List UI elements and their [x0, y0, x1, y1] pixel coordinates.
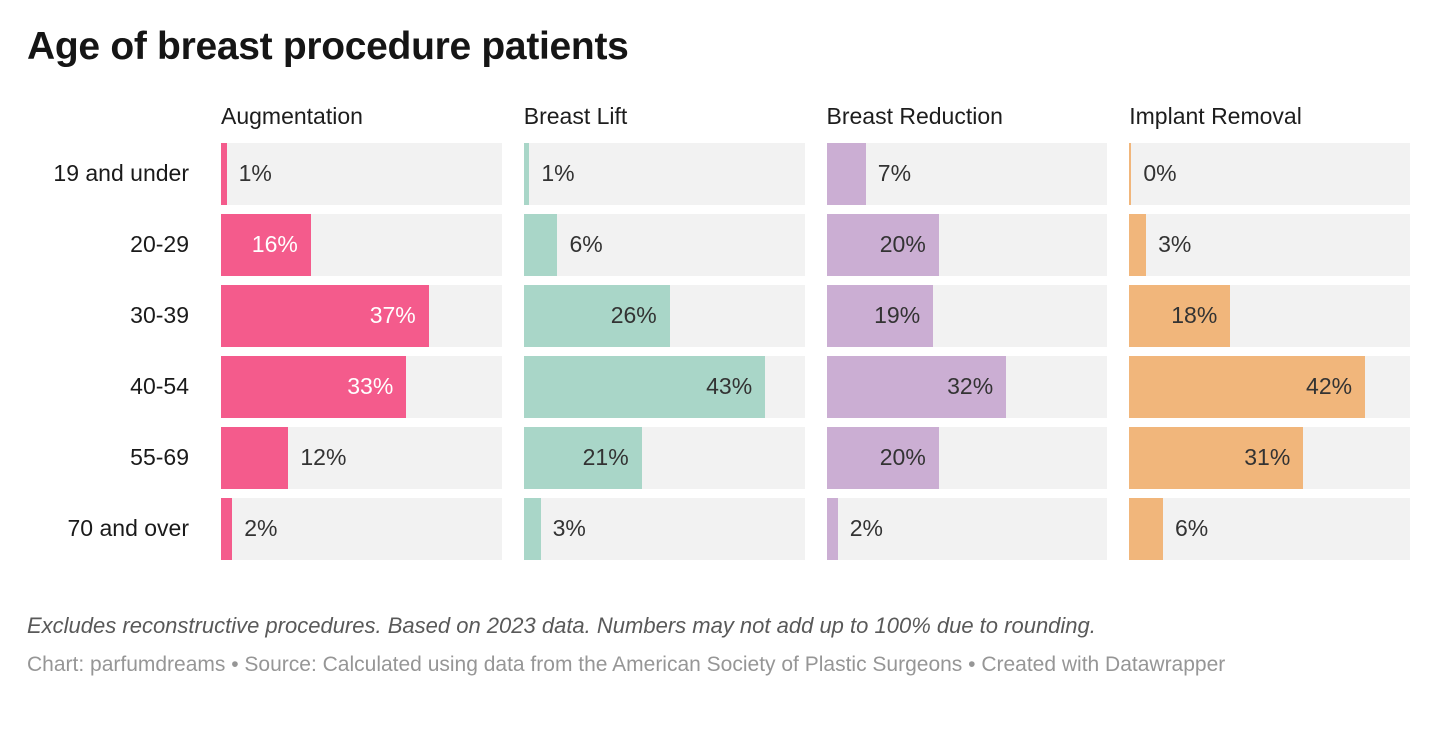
bar-track: 31% — [1129, 426, 1410, 489]
row-label: 19 and under — [53, 160, 189, 187]
bar: 18% — [1129, 284, 1231, 347]
row-label: 55-69 — [130, 444, 189, 471]
bar-value-label: 37% — [369, 302, 416, 329]
bar — [523, 142, 530, 205]
row-label: 40-54 — [130, 373, 189, 400]
bar-value-label: 42% — [1306, 373, 1353, 400]
column-header-breast-reduction: Breast Reduction — [826, 102, 1003, 129]
chart-row: 30-39 37% 26% 19% 18% — [27, 284, 1410, 347]
chart-row: 55-69 12% 21% 20% 31% — [27, 426, 1410, 489]
bar — [1129, 142, 1132, 205]
chart-row: 20-29 16% 6% 20% 3% — [27, 213, 1410, 276]
bar-value-label: 2% — [849, 515, 883, 542]
bar-value-label: 3% — [1158, 231, 1192, 258]
row-label: 70 and over — [67, 515, 189, 542]
bar: 31% — [1129, 426, 1304, 489]
bar — [826, 497, 838, 560]
bar: 19% — [826, 284, 934, 347]
chart-credit: Chart: parfumdreams • Source: Calculated… — [27, 653, 1226, 677]
chart-rows: 19 and under 1% 1% 7% 0% 20-29 16% 6% 20% 3% 30-39… — [27, 142, 1410, 560]
bar-track: 26% — [523, 284, 805, 347]
chart-notes: Excludes reconstructive procedures. Base… — [27, 612, 1096, 638]
chart-footer: Excludes reconstructive procedures. Base… — [27, 612, 1410, 680]
chart-row: 70 and over 2% 3% 2% 6% — [27, 497, 1410, 560]
bar-track: 37% — [221, 284, 502, 347]
bar-track: 2% — [826, 497, 1108, 560]
bar: 42% — [1129, 355, 1366, 418]
bar-track: 21% — [523, 426, 805, 489]
bar-value-label: 26% — [610, 302, 657, 329]
bar-value-label: 1% — [238, 160, 272, 187]
bar: 21% — [523, 426, 642, 489]
bar: 43% — [523, 355, 766, 418]
column-header-implant-removal: Implant Removal — [1129, 102, 1302, 129]
bar — [221, 142, 227, 205]
bar: 16% — [221, 213, 311, 276]
bar-track: 20% — [826, 426, 1108, 489]
bar-track: 2% — [221, 497, 502, 560]
bar: 37% — [221, 284, 429, 347]
bar-track: 1% — [221, 142, 502, 205]
bar — [1129, 213, 1147, 276]
bar-track: 19% — [826, 284, 1108, 347]
bar-value-label: 6% — [569, 231, 603, 258]
bar-value-label: 21% — [582, 444, 629, 471]
bar-value-label: 20% — [879, 444, 926, 471]
bar — [826, 142, 866, 205]
bar-track: 7% — [826, 142, 1108, 205]
bar: 32% — [826, 355, 1007, 418]
bar-track: 20% — [826, 213, 1108, 276]
bar — [523, 497, 541, 560]
bar-value-label: 31% — [1244, 444, 1291, 471]
bar-value-label: 43% — [706, 373, 753, 400]
bar — [523, 213, 558, 276]
bar-track: 1% — [523, 142, 805, 205]
chart-row: 19 and under 1% 1% 7% 0% — [27, 142, 1410, 205]
bar-value-label: 16% — [251, 231, 298, 258]
bar-value-label: 33% — [347, 373, 394, 400]
bar-value-label: 19% — [874, 302, 921, 329]
bar-track: 6% — [1129, 497, 1410, 560]
bar-track: 3% — [1129, 213, 1410, 276]
row-label: 20-29 — [130, 231, 189, 258]
bar: 26% — [523, 284, 670, 347]
bar — [1129, 497, 1163, 560]
bar-value-label: 20% — [879, 231, 926, 258]
bar-track: 0% — [1129, 142, 1410, 205]
bar-track: 33% — [221, 355, 502, 418]
bar-value-label: 0% — [1143, 160, 1177, 187]
bar-track: 32% — [826, 355, 1108, 418]
row-label: 30-39 — [130, 302, 189, 329]
bar-value-label: 3% — [552, 515, 586, 542]
bar-value-label: 7% — [877, 160, 912, 187]
split-bar-chart: Augmentation Breast Lift Breast Reductio… — [27, 101, 1410, 560]
chart-title: Age of breast procedure patients — [27, 25, 629, 68]
bar — [221, 497, 233, 560]
column-headers: Augmentation Breast Lift Breast Reductio… — [27, 101, 1410, 131]
bar-value-label: 32% — [947, 373, 994, 400]
bar-track: 12% — [221, 426, 502, 489]
bar-track: 6% — [523, 213, 805, 276]
bar-value-label: 2% — [244, 515, 278, 542]
header-spacer — [27, 101, 199, 131]
bar-track: 43% — [523, 355, 805, 418]
chart-row: 40-54 33% 43% 32% 42% — [27, 355, 1410, 418]
column-header-augmentation: Augmentation — [221, 102, 363, 129]
bar: 20% — [826, 213, 939, 276]
bar-track: 16% — [221, 213, 502, 276]
bar-value-label: 18% — [1171, 302, 1218, 329]
bar-track: 42% — [1129, 355, 1410, 418]
column-header-breast-lift: Breast Lift — [523, 102, 628, 129]
bar — [221, 426, 289, 489]
bar: 20% — [826, 426, 939, 489]
bar-track: 18% — [1129, 284, 1410, 347]
bar: 33% — [221, 355, 407, 418]
bar-value-label: 1% — [541, 160, 575, 187]
bar-value-label: 6% — [1174, 515, 1209, 542]
bar-track: 3% — [523, 497, 805, 560]
bar-value-label: 12% — [300, 444, 347, 471]
